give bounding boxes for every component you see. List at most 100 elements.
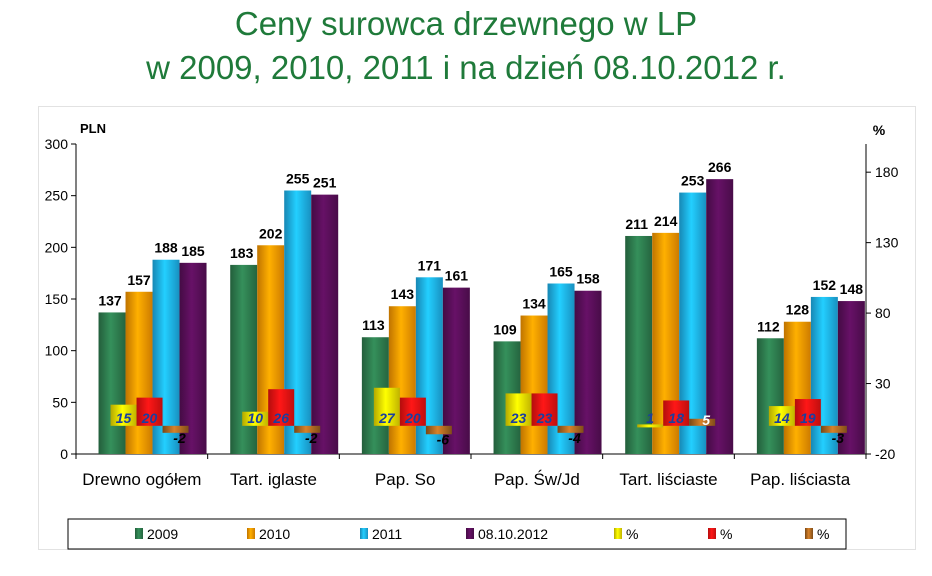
bar [125,291,153,454]
y-tick-label-left: 0 [60,446,68,462]
legend-swatch [247,528,255,539]
bar-value-label: 214 [654,213,678,229]
percent-value-label: 5 [702,412,710,428]
y-tick-label-left: 100 [45,343,69,359]
percent-bar [768,406,795,426]
percent-bar [136,397,163,426]
percent-bar [637,424,664,428]
percent-bar [110,404,137,426]
legend-label: 2010 [259,526,290,542]
bar-value-label: 255 [286,171,310,187]
percent-bar [373,387,400,426]
y-axis-label-right: % [873,122,886,138]
percent-value-label: 15 [116,410,132,426]
bar-value-label: 251 [313,175,337,191]
bar-value-label: 148 [840,281,864,297]
legend-label: 08.10.2012 [478,526,548,542]
percent-value-label: 20 [404,410,421,426]
percent-value-label: 19 [800,410,816,426]
bar-value-label: 128 [786,302,810,318]
percent-value-label: 1 [646,410,654,426]
bar-value-label: 202 [259,225,283,241]
percent-bar [820,425,847,433]
y-tick-label-right: 130 [875,235,899,251]
x-tick-label: Pap. So [375,470,436,489]
y-tick-label-right: -20 [875,446,895,462]
percent-bar [425,425,452,435]
bar-value-label: 158 [576,271,600,287]
percent-value-label: 26 [272,410,289,426]
legend-label: % [626,526,638,542]
bar [706,179,734,454]
percent-value-label: 10 [247,410,263,426]
bar-value-label: 188 [154,240,178,256]
percent-value-label: 14 [774,410,790,426]
percent-value-label: 27 [378,410,396,426]
x-tick-label: Tart. iglaste [230,470,317,489]
percent-value-label: -6 [437,431,450,447]
bar [783,321,811,454]
percent-value-label: 23 [510,410,527,426]
legend-swatch [708,528,716,539]
percent-value-label: -3 [832,430,845,446]
legend-swatch [135,528,143,539]
y-tick-label-left: 150 [45,291,69,307]
title-line-2: w 2009, 2010, 2011 i na dzień 08.10.2012… [146,49,786,86]
bar [179,262,207,454]
legend-label: % [817,526,829,542]
percent-bar [162,425,189,433]
bar [388,306,416,454]
legend [67,518,847,550]
x-tick-label: Pap. liściasta [750,470,851,489]
bar-value-label: 171 [418,257,442,273]
bar-value-label: 113 [362,317,385,333]
legend-swatch [805,528,813,539]
percent-value-label: -4 [568,430,581,446]
percent-bar [399,397,426,426]
percent-value-label: 18 [668,410,684,426]
chart-title: Ceny surowca drzewnego w LP w 2009, 2010… [0,2,932,90]
bar-value-label: 134 [522,296,546,312]
bar-value-label: 137 [98,292,122,308]
y-tick-label-right: 80 [875,305,891,321]
percent-bar [242,411,269,426]
y-axis-label-left: PLN [80,121,106,136]
y-tick-label-left: 300 [45,136,69,152]
bar-value-label: 165 [549,264,573,280]
percent-value-label: 20 [141,410,158,426]
bar-value-label: 157 [127,272,151,288]
title-line-1: Ceny surowca drzewnego w LP [234,5,698,42]
y-tick-label-left: 200 [45,239,69,255]
legend-box [67,518,847,550]
x-tick-label: Tart. liściaste [619,470,717,489]
bar-value-label: 253 [681,173,705,189]
bar-value-label: 211 [625,216,648,232]
y-tick-label-left: 250 [45,188,69,204]
percent-bar [505,393,532,426]
bar-value-label: 161 [445,268,469,284]
bar [625,235,653,454]
percent-value-label: 23 [536,410,553,426]
percent-bar [557,425,584,433]
x-tick-label: Pap. Św/Jd [494,470,580,489]
legend-label: 2011 [372,526,402,542]
percent-bar [531,393,558,426]
bar [311,194,339,454]
legend-swatch [466,528,474,539]
legend-label: % [720,526,732,542]
y-tick-label-right: 180 [875,164,899,180]
bar-value-label: 185 [181,243,205,259]
y-tick-label-right: 30 [875,376,891,392]
percent-bar [689,418,716,426]
percent-bar [663,400,690,426]
bar [520,315,548,454]
percent-value-label: -2 [173,430,186,446]
legend-swatch [614,528,622,539]
bar-value-label: 109 [493,321,517,337]
bar-value-label: 152 [813,277,837,293]
bar-value-label: 143 [391,286,415,302]
percent-bar [268,389,295,426]
x-tick-label: Drewno ogółem [82,470,201,489]
bar [756,338,784,454]
